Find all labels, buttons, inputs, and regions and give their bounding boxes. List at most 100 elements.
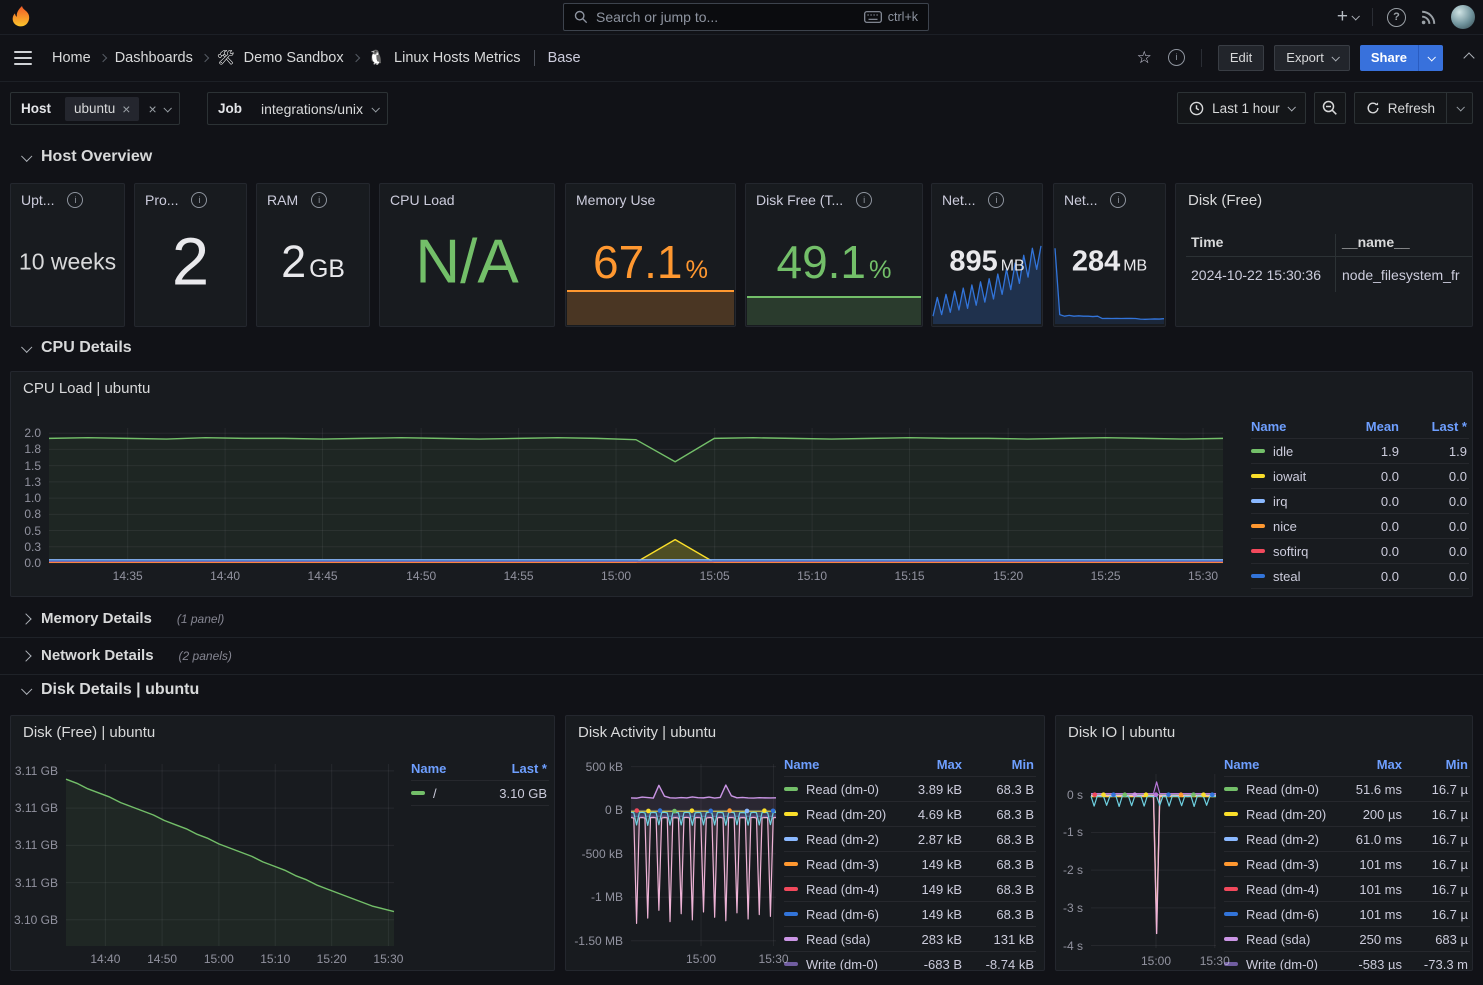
legend-row[interactable]: Read (dm-20) 4.69 kB 68.3 B xyxy=(784,802,1036,827)
legend-header[interactable]: Name Mean Last * xyxy=(1251,414,1469,439)
section-host-overview[interactable]: Host Overview xyxy=(21,148,152,166)
legend-row[interactable]: Read (dm-3) 101 ms 16.7 µ xyxy=(1224,852,1470,877)
share-menu-button[interactable] xyxy=(1418,44,1443,71)
panel-info-icon[interactable]: i xyxy=(988,192,1005,208)
new-button[interactable]: + xyxy=(1337,6,1360,28)
breadcrumb-home[interactable]: Home xyxy=(52,49,91,66)
share-button[interactable]: Share xyxy=(1359,44,1418,71)
section-disk-details[interactable]: Disk Details | ubuntu xyxy=(21,681,199,699)
job-filter-value[interactable]: integrations/unix xyxy=(252,101,387,117)
stat-panel-ram[interactable]: RAM i 2 GB xyxy=(256,183,370,327)
legend-row[interactable]: Read (sda) 283 kB 131 kB xyxy=(784,927,1036,952)
legend-row[interactable]: Read (dm-3) 149 kB 68.3 B xyxy=(784,852,1036,877)
help-icon[interactable]: ? xyxy=(1387,7,1406,27)
panel-title[interactable]: Memory Use xyxy=(576,192,656,208)
legend-row[interactable]: irq 0.0 0.0 xyxy=(1251,489,1469,514)
legend-row[interactable]: Write (dm-0) -583 µs -73.3 m xyxy=(1224,952,1470,970)
panel-title[interactable]: Disk (Free) | ubuntu xyxy=(23,724,156,741)
stat-panel-net-received[interactable]: Net... i 895 MB xyxy=(931,183,1043,327)
legend-row[interactable]: steal 0.0 0.0 xyxy=(1251,564,1469,589)
chevron-down-icon[interactable] xyxy=(163,103,172,113)
legend-header[interactable]: Name Max Min xyxy=(1224,752,1470,777)
search-input[interactable]: Search or jump to... ctrl+k xyxy=(563,3,929,31)
panel-title[interactable]: Pro... xyxy=(145,192,179,208)
legend-row[interactable]: idle 1.9 1.9 xyxy=(1251,439,1469,464)
panel-info-icon[interactable]: i xyxy=(191,192,208,208)
legend-row[interactable]: Read (dm-20) 200 µs 16.7 µ xyxy=(1224,802,1470,827)
table-column-divider xyxy=(1335,234,1336,292)
stat-panel-processors[interactable]: Pro... i 2 xyxy=(134,183,247,327)
panel-title[interactable]: Disk Free (T... xyxy=(756,192,844,208)
legend-row[interactable]: /3.10 GB xyxy=(411,781,549,806)
user-avatar[interactable] xyxy=(1451,5,1475,29)
stat-panel-memory-use[interactable]: Memory Use 67.1% xyxy=(565,183,736,327)
panel-title[interactable]: Net... xyxy=(942,192,976,208)
stat-panel-disk-free[interactable]: Disk Free (T... i 49.1% xyxy=(745,183,923,327)
collapse-toolbar-icon[interactable] xyxy=(1463,51,1475,64)
legend-row[interactable]: Read (dm-6) 101 ms 16.7 µ xyxy=(1224,902,1470,927)
dashboard-info-icon[interactable]: i xyxy=(1167,49,1185,66)
legend-row[interactable]: Read (dm-6) 149 kB 68.3 B xyxy=(784,902,1036,927)
disk-activity-panel[interactable]: Disk Activity | ubuntu Name Max Min Read (d… xyxy=(565,715,1045,971)
panel-title[interactable]: Upt... xyxy=(21,192,55,208)
legend-row[interactable]: Read (sda) 250 ms 683 µ xyxy=(1224,927,1470,952)
panel-title[interactable]: CPU Load xyxy=(390,192,455,208)
section-network-details[interactable]: Network Details (2 panels) xyxy=(0,637,1483,675)
panel-title[interactable]: Disk (Free) xyxy=(1188,192,1263,209)
legend-row[interactable]: Read (dm-2) 61.0 ms 16.7 µ xyxy=(1224,827,1470,852)
dashboard-icon: 🐧 xyxy=(367,49,386,65)
section-cpu-details[interactable]: CPU Details xyxy=(21,339,132,357)
stat-panel-cpu-load[interactable]: CPU Load N/A xyxy=(379,183,555,327)
panel-title[interactable]: Disk IO | ubuntu xyxy=(1068,724,1176,741)
panel-title[interactable]: RAM xyxy=(267,192,299,208)
table-column-time[interactable]: Time xyxy=(1191,234,1224,250)
legend-row[interactable]: Read (dm-2) 2.87 kB 68.3 B xyxy=(784,827,1036,852)
refresh-interval-button[interactable] xyxy=(1447,92,1473,124)
remove-value-icon[interactable]: × xyxy=(122,100,131,117)
stat-panel-net-sent[interactable]: Net... i 284 MB xyxy=(1053,183,1166,327)
panel-info-icon[interactable]: i xyxy=(67,192,84,208)
zoom-out-time-button[interactable] xyxy=(1313,92,1346,124)
legend-row[interactable]: Read (dm-4) 149 kB 68.3 B xyxy=(784,877,1036,902)
legend-row[interactable]: nice 0.0 0.0 xyxy=(1251,514,1469,539)
grafana-logo-icon[interactable] xyxy=(10,5,34,29)
legend-row[interactable]: Read (dm-4) 101 ms 16.7 µ xyxy=(1224,877,1470,902)
legend-header[interactable]: Name Max Min xyxy=(784,752,1036,777)
disk-io-plot[interactable] xyxy=(1090,774,1217,948)
series-color-swatch xyxy=(1224,862,1238,866)
disk-io-panel[interactable]: Disk IO | ubuntu Name Max Min Read (dm-0) 51… xyxy=(1055,715,1473,971)
refresh-button[interactable]: Refresh xyxy=(1353,92,1447,124)
disk-free-plot[interactable] xyxy=(65,764,395,946)
favorite-star-icon[interactable]: ☆ xyxy=(1136,47,1152,67)
panel-info-icon[interactable]: i xyxy=(1110,192,1127,208)
time-range-picker[interactable]: Last 1 hour xyxy=(1177,92,1306,124)
breadcrumb-dashboard-title[interactable]: Linux Hosts Metrics xyxy=(394,49,521,66)
breadcrumb-folder[interactable]: Demo Sandbox xyxy=(243,49,344,66)
menu-toggle-icon[interactable] xyxy=(14,51,32,65)
panel-title[interactable]: Net... xyxy=(1064,192,1098,208)
stat-panel-uptime[interactable]: Upt... i 10 weeks xyxy=(10,183,125,327)
cpu-load-panel[interactable]: CPU Load | ubuntu Name Mean Last * idle 1.9 1… xyxy=(10,371,1473,597)
legend-row[interactable]: Write (dm-0) -683 B -8.74 kB xyxy=(784,952,1036,970)
news-icon[interactable] xyxy=(1420,9,1437,26)
legend-header[interactable]: Name Last * xyxy=(411,756,549,781)
disk-free-table-panel[interactable]: Disk (Free) Time __name__ 2024-10-22 15:… xyxy=(1175,183,1473,327)
clear-filter-icon[interactable]: × xyxy=(148,100,157,117)
disk-activity-plot[interactable] xyxy=(630,764,777,946)
legend-row[interactable]: Read (dm-0) 51.6 ms 16.7 µ xyxy=(1224,777,1470,802)
table-column-name[interactable]: __name__ xyxy=(1342,234,1410,250)
cpu-load-plot[interactable] xyxy=(48,428,1224,564)
panel-info-icon[interactable]: i xyxy=(856,192,873,208)
breadcrumb-dashboards[interactable]: Dashboards xyxy=(114,49,193,66)
legend-row[interactable]: softirq 0.0 0.0 xyxy=(1251,539,1469,564)
host-filter-chip[interactable]: ubuntu × xyxy=(65,96,140,121)
export-button[interactable]: Export xyxy=(1274,44,1350,71)
panel-title[interactable]: CPU Load | ubuntu xyxy=(23,380,151,397)
panel-info-icon[interactable]: i xyxy=(311,192,328,208)
disk-free-graph-panel[interactable]: Disk (Free) | ubuntu Name Last */3.10 GB … xyxy=(10,715,555,971)
edit-button[interactable]: Edit xyxy=(1217,44,1265,71)
legend-row[interactable]: Read (dm-0) 3.89 kB 68.3 B xyxy=(784,777,1036,802)
section-memory-details[interactable]: Memory Details (1 panel) xyxy=(0,600,1483,638)
legend-row[interactable]: iowait 0.0 0.0 xyxy=(1251,464,1469,489)
panel-title[interactable]: Disk Activity | ubuntu xyxy=(578,724,717,741)
